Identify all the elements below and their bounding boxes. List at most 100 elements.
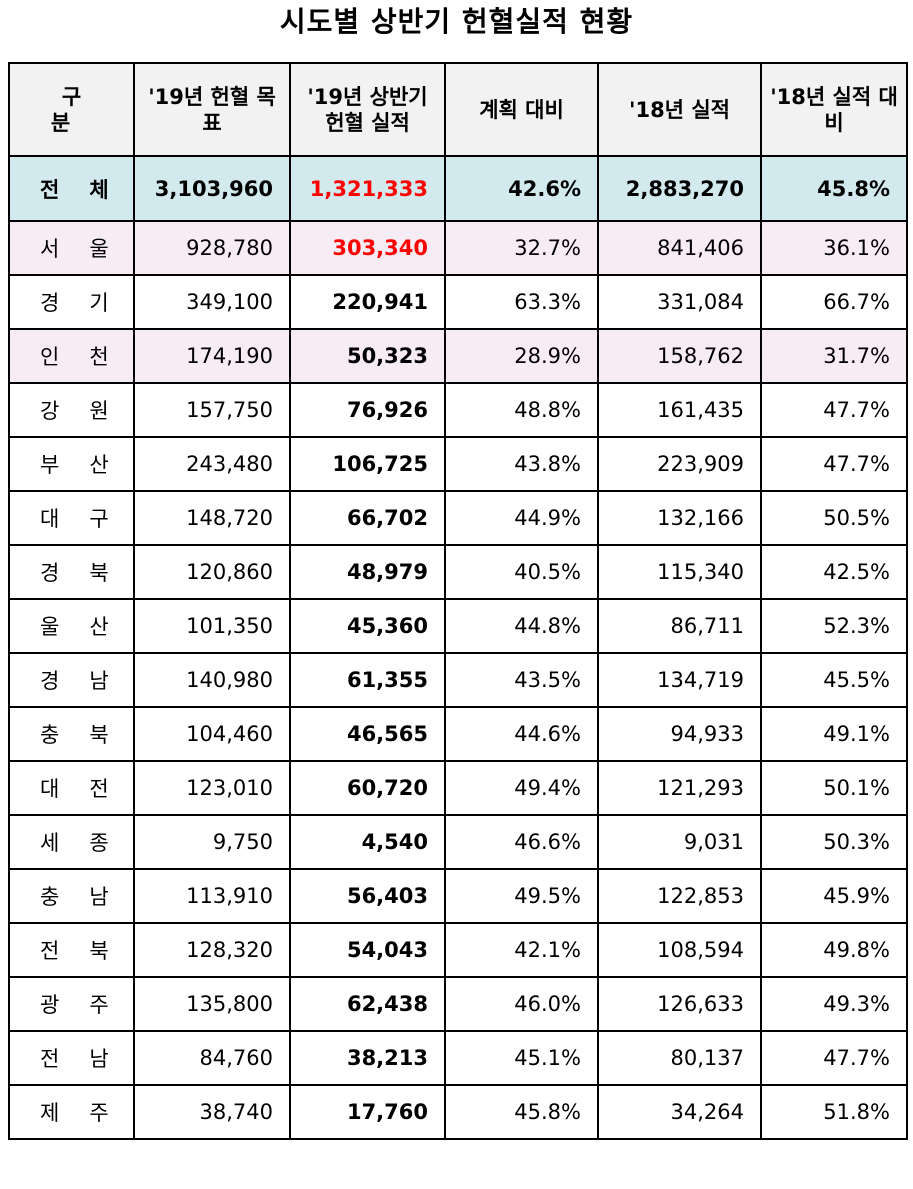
- region-cell: 대구: [8, 490, 135, 546]
- target-19-cell: 148,720: [133, 490, 291, 546]
- vs-18-cell: 49.1%: [760, 706, 908, 762]
- table-row: 경남 140,980 61,355 43.5% 134,719 45.5%: [8, 652, 908, 708]
- total-row: 전체 3,103,960 1,321,333 42.6% 2,883,270 4…: [8, 155, 908, 222]
- actual-18-cell: 126,633: [597, 976, 762, 1032]
- region-cell: 강원: [8, 382, 135, 438]
- vs-18-cell: 49.3%: [760, 976, 908, 1032]
- actual-19h1-cell: 303,340: [289, 220, 446, 276]
- vs-18-cell: 45.8%: [760, 155, 908, 222]
- actual-19h1-cell: 62,438: [289, 976, 446, 1032]
- table-row: 전남 84,760 38,213 45.1% 80,137 47.7%: [8, 1030, 908, 1086]
- vs-plan-cell: 28.9%: [444, 328, 599, 384]
- vs-18-cell: 47.7%: [760, 382, 908, 438]
- target-19-cell: 174,190: [133, 328, 291, 384]
- actual-19h1-cell: 61,355: [289, 652, 446, 708]
- vs-18-cell: 45.5%: [760, 652, 908, 708]
- actual-19h1-cell: 46,565: [289, 706, 446, 762]
- region-cell: 대전: [8, 760, 135, 816]
- vs-plan-cell: 44.9%: [444, 490, 599, 546]
- table-row: 경기 349,100 220,941 63.3% 331,084 66.7%: [8, 274, 908, 330]
- actual-19h1-cell: 45,360: [289, 598, 446, 654]
- region-cell: 전남: [8, 1030, 135, 1086]
- vs-18-cell: 36.1%: [760, 220, 908, 276]
- region-cell: 경북: [8, 544, 135, 600]
- actual-18-cell: 115,340: [597, 544, 762, 600]
- actual-19h1-cell: 56,403: [289, 868, 446, 924]
- actual-19h1-cell: 4,540: [289, 814, 446, 870]
- vs-18-cell: 45.9%: [760, 868, 908, 924]
- region-cell: 광주: [8, 976, 135, 1032]
- vs-18-cell: 66.7%: [760, 274, 908, 330]
- actual-18-cell: 161,435: [597, 382, 762, 438]
- target-19-cell: 3,103,960: [133, 155, 291, 222]
- vs-plan-cell: 42.6%: [444, 155, 599, 222]
- vs-plan-cell: 32.7%: [444, 220, 599, 276]
- table-row: 광주 135,800 62,438 46.0% 126,633 49.3%: [8, 976, 908, 1032]
- vs-plan-cell: 42.1%: [444, 922, 599, 978]
- table-row: 대전 123,010 60,720 49.4% 121,293 50.1%: [8, 760, 908, 816]
- target-19-cell: 101,350: [133, 598, 291, 654]
- actual-18-cell: 121,293: [597, 760, 762, 816]
- vs-plan-cell: 46.0%: [444, 976, 599, 1032]
- actual-19h1-cell: 17,760: [289, 1084, 446, 1140]
- target-19-cell: 349,100: [133, 274, 291, 330]
- actual-18-cell: 158,762: [597, 328, 762, 384]
- table-row: 전북 128,320 54,043 42.1% 108,594 49.8%: [8, 922, 908, 978]
- table-row: 서울 928,780 303,340 32.7% 841,406 36.1%: [8, 220, 908, 276]
- vs-18-cell: 50.3%: [760, 814, 908, 870]
- target-19-cell: 928,780: [133, 220, 291, 276]
- actual-19h1-cell: 1,321,333: [289, 155, 446, 222]
- vs-plan-cell: 40.5%: [444, 544, 599, 600]
- vs-18-cell: 50.1%: [760, 760, 908, 816]
- header-vs-18: '18년 실적 대비: [760, 62, 908, 157]
- table-row: 강원 157,750 76,926 48.8% 161,435 47.7%: [8, 382, 908, 438]
- table-row: 부산 243,480 106,725 43.8% 223,909 47.7%: [8, 436, 908, 492]
- region-cell: 충남: [8, 868, 135, 924]
- region-cell: 전북: [8, 922, 135, 978]
- vs-plan-cell: 44.6%: [444, 706, 599, 762]
- actual-18-cell: 34,264: [597, 1084, 762, 1140]
- region-cell: 인천: [8, 328, 135, 384]
- vs-18-cell: 52.3%: [760, 598, 908, 654]
- table-row: 충남 113,910 56,403 49.5% 122,853 45.9%: [8, 868, 908, 924]
- target-19-cell: 157,750: [133, 382, 291, 438]
- actual-19h1-cell: 54,043: [289, 922, 446, 978]
- vs-18-cell: 31.7%: [760, 328, 908, 384]
- vs-plan-cell: 45.8%: [444, 1084, 599, 1140]
- target-19-cell: 128,320: [133, 922, 291, 978]
- region-cell: 세종: [8, 814, 135, 870]
- actual-19h1-cell: 60,720: [289, 760, 446, 816]
- region-cell: 전체: [8, 155, 135, 222]
- target-19-cell: 9,750: [133, 814, 291, 870]
- region-cell: 경남: [8, 652, 135, 708]
- vs-plan-cell: 48.8%: [444, 382, 599, 438]
- vs-plan-cell: 63.3%: [444, 274, 599, 330]
- actual-18-cell: 841,406: [597, 220, 762, 276]
- actual-18-cell: 223,909: [597, 436, 762, 492]
- region-cell: 경기: [8, 274, 135, 330]
- vs-plan-cell: 44.8%: [444, 598, 599, 654]
- header-actual-19h1: '19년 상반기 헌혈 실적: [289, 62, 446, 157]
- actual-19h1-cell: 106,725: [289, 436, 446, 492]
- target-19-cell: 243,480: [133, 436, 291, 492]
- vs-plan-cell: 43.8%: [444, 436, 599, 492]
- table-row: 세종 9,750 4,540 46.6% 9,031 50.3%: [8, 814, 908, 870]
- vs-plan-cell: 46.6%: [444, 814, 599, 870]
- target-19-cell: 113,910: [133, 868, 291, 924]
- actual-18-cell: 9,031: [597, 814, 762, 870]
- target-19-cell: 140,980: [133, 652, 291, 708]
- target-19-cell: 135,800: [133, 976, 291, 1032]
- header-vs-plan: 계획 대비: [444, 62, 599, 157]
- header-region: 구 분: [8, 62, 135, 157]
- blood-donation-table: 구 분 '19년 헌혈 목표 '19년 상반기 헌혈 실적 계획 대비 '18년…: [8, 62, 908, 1140]
- actual-19h1-cell: 48,979: [289, 544, 446, 600]
- region-cell: 울산: [8, 598, 135, 654]
- target-19-cell: 123,010: [133, 760, 291, 816]
- table-row: 충북 104,460 46,565 44.6% 94,933 49.1%: [8, 706, 908, 762]
- table-row: 대구 148,720 66,702 44.9% 132,166 50.5%: [8, 490, 908, 546]
- target-19-cell: 38,740: [133, 1084, 291, 1140]
- vs-18-cell: 47.7%: [760, 1030, 908, 1086]
- target-19-cell: 104,460: [133, 706, 291, 762]
- table-row: 경북 120,860 48,979 40.5% 115,340 42.5%: [8, 544, 908, 600]
- vs-plan-cell: 43.5%: [444, 652, 599, 708]
